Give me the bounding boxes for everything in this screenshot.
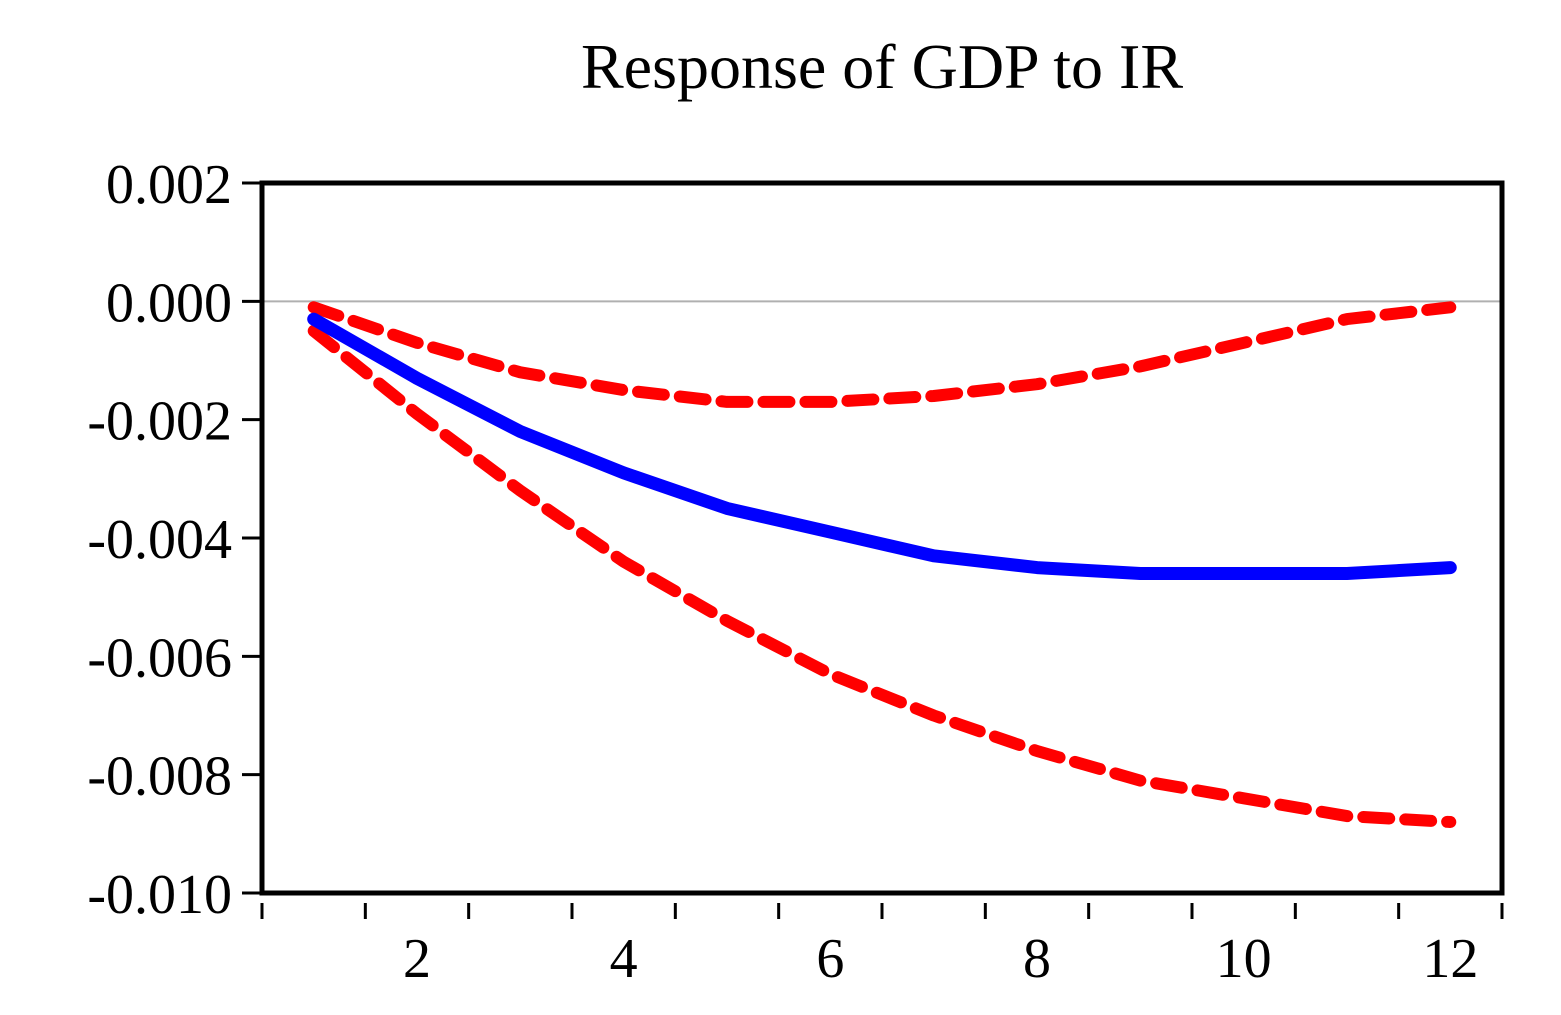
y-tick-label: 0.000 <box>106 272 232 334</box>
x-tick-label: 8 <box>1023 928 1051 990</box>
y-tick-label: -0.010 <box>87 864 232 926</box>
chart-title: Response of GDP to IR <box>581 31 1183 102</box>
x-tick-label: 10 <box>1216 928 1272 990</box>
y-tick-label: -0.008 <box>87 746 232 808</box>
series-upper-band <box>307 301 1457 408</box>
y-tick-label: -0.006 <box>87 627 232 689</box>
x-tick-label: 6 <box>816 928 844 990</box>
series-layer <box>307 301 1457 828</box>
x-tick-label: 4 <box>610 928 638 990</box>
x-tick-label: 2 <box>403 928 431 990</box>
y-tick-label: 0.002 <box>106 154 232 216</box>
x-axis: 2 4 6 8 10 12 <box>260 903 1504 990</box>
y-tick-label: -0.002 <box>87 391 232 453</box>
series-lower-band <box>307 324 1457 828</box>
y-axis: 0.002 0.000 -0.002 -0.004 -0.006 -0.008 -0.010 <box>87 154 262 926</box>
y-tick-label: -0.004 <box>87 509 232 571</box>
x-tick-label: 12 <box>1422 928 1478 990</box>
series-response <box>307 312 1457 580</box>
